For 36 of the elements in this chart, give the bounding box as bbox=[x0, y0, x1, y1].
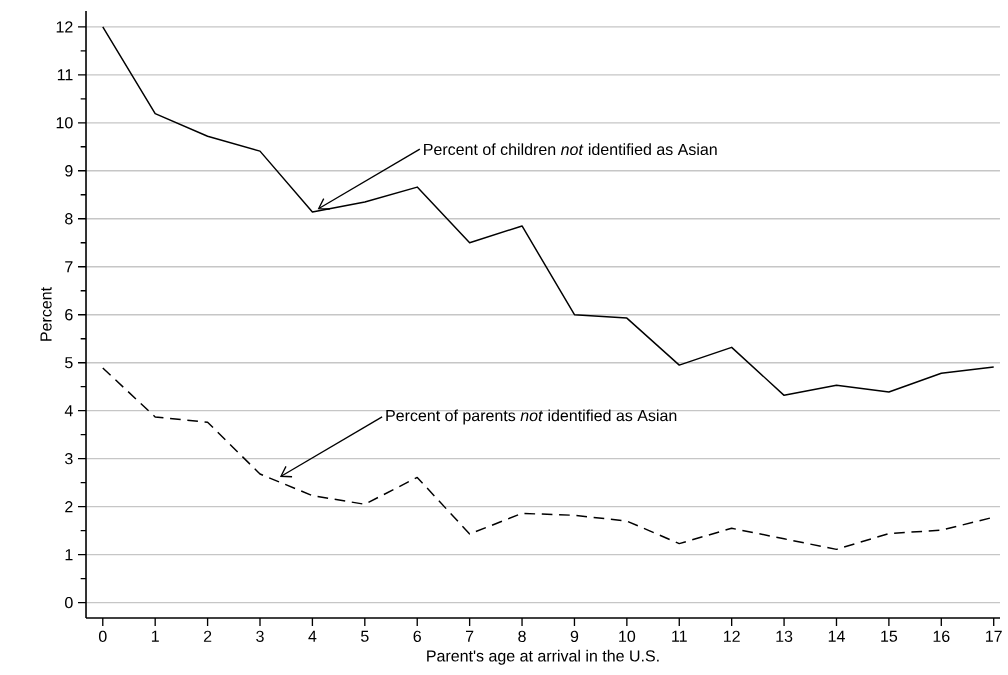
x-tick-label: 5 bbox=[361, 630, 369, 642]
y-tick-label: 6 bbox=[65, 309, 73, 321]
x-tick-label: 13 bbox=[776, 630, 793, 643]
annotation: Percent of parents not identified as Asian bbox=[386, 409, 677, 425]
x-tick-label: 8 bbox=[518, 630, 526, 643]
y-tick-label: 2 bbox=[65, 501, 73, 513]
x-tick-label: 12 bbox=[723, 630, 740, 642]
y-tick-label: 7 bbox=[65, 261, 73, 273]
y-tick-label: 10 bbox=[56, 117, 73, 129]
y-tick-label: 0 bbox=[65, 596, 73, 609]
x-axis-title: Parent's age at arrival in the U.S. bbox=[427, 649, 659, 665]
x-tick-label: 16 bbox=[933, 630, 950, 643]
line-series bbox=[102, 26, 995, 397]
x-tick-label: 11 bbox=[672, 630, 687, 642]
x-tick-label: 9 bbox=[570, 630, 579, 643]
y-tick-label: 5 bbox=[65, 357, 73, 369]
y-axis-title: Percent bbox=[40, 287, 52, 341]
y-tick-label: 8 bbox=[65, 213, 73, 225]
x-tick-label: 17 bbox=[986, 630, 1002, 642]
x-tick-label: 7 bbox=[466, 630, 474, 642]
x-tick-label: 3 bbox=[256, 630, 264, 643]
x-tick-label: 15 bbox=[881, 630, 898, 642]
x-tick-label: 2 bbox=[203, 630, 212, 642]
y-tick-label: 11 bbox=[57, 69, 73, 81]
y-tick-label: 1 bbox=[65, 549, 73, 561]
y-tick-label: 12 bbox=[56, 21, 73, 33]
y-tick-label: 3 bbox=[65, 453, 73, 465]
annotation: Percent of children not identified as Asian bbox=[424, 143, 717, 156]
x-tick-label: 6 bbox=[413, 630, 421, 643]
x-tick-label: 1 bbox=[151, 630, 159, 642]
x-tick-label: 10 bbox=[619, 630, 636, 643]
y-tick-label: 4 bbox=[64, 405, 73, 417]
y-tick-label: 9 bbox=[65, 165, 73, 177]
x-tick-label: 0 bbox=[98, 630, 107, 643]
x-tick-label: 4 bbox=[308, 630, 317, 642]
x-tick-label: 14 bbox=[828, 630, 845, 642]
